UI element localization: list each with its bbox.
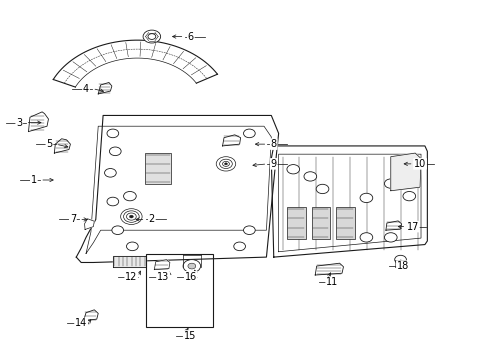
Circle shape	[304, 172, 316, 181]
Circle shape	[224, 163, 227, 165]
Text: 18: 18	[396, 261, 408, 271]
Polygon shape	[83, 310, 98, 320]
Polygon shape	[28, 112, 48, 132]
Circle shape	[316, 184, 328, 194]
Text: 4: 4	[83, 84, 89, 94]
Circle shape	[402, 192, 415, 201]
Circle shape	[384, 179, 396, 188]
Circle shape	[112, 226, 123, 234]
Polygon shape	[54, 139, 70, 153]
Circle shape	[187, 263, 195, 269]
Circle shape	[384, 233, 396, 242]
Text: 17: 17	[406, 222, 418, 231]
Circle shape	[394, 255, 406, 264]
Text: 2: 2	[148, 215, 155, 224]
Text: 10: 10	[413, 159, 426, 169]
Polygon shape	[390, 153, 420, 191]
Circle shape	[104, 168, 116, 177]
Circle shape	[359, 233, 372, 242]
Circle shape	[401, 168, 413, 177]
Text: 15: 15	[183, 331, 196, 341]
Polygon shape	[271, 146, 427, 257]
Circle shape	[107, 197, 119, 206]
Circle shape	[183, 260, 200, 273]
Text: 9: 9	[270, 159, 276, 169]
Circle shape	[143, 30, 160, 43]
Text: 16: 16	[184, 272, 197, 282]
Polygon shape	[154, 260, 169, 270]
Circle shape	[126, 242, 138, 251]
Polygon shape	[222, 135, 240, 146]
Circle shape	[243, 129, 255, 138]
Text: 8: 8	[270, 139, 276, 149]
Polygon shape	[84, 219, 94, 229]
Circle shape	[286, 165, 299, 174]
Circle shape	[148, 34, 156, 40]
Text: 1: 1	[31, 175, 37, 185]
Text: 5: 5	[46, 139, 53, 149]
Circle shape	[359, 193, 372, 203]
Text: 14: 14	[75, 319, 87, 328]
Polygon shape	[76, 116, 278, 262]
Bar	[311, 207, 330, 239]
Text: 6: 6	[187, 32, 194, 41]
Circle shape	[123, 192, 136, 201]
Text: 12: 12	[125, 272, 137, 282]
Text: 7: 7	[70, 215, 76, 224]
Circle shape	[107, 129, 119, 138]
Circle shape	[109, 147, 121, 156]
Circle shape	[233, 242, 245, 251]
Circle shape	[243, 226, 255, 234]
Circle shape	[129, 215, 133, 218]
Text: 13: 13	[157, 272, 169, 282]
Bar	[146, 253, 213, 327]
Polygon shape	[98, 82, 112, 94]
Polygon shape	[53, 40, 217, 87]
Text: 11: 11	[325, 277, 338, 287]
Polygon shape	[315, 263, 343, 275]
Polygon shape	[113, 256, 146, 267]
Text: 3: 3	[16, 118, 22, 128]
Polygon shape	[385, 221, 401, 230]
Bar	[335, 207, 354, 239]
Bar	[144, 153, 171, 184]
Bar	[287, 207, 305, 239]
